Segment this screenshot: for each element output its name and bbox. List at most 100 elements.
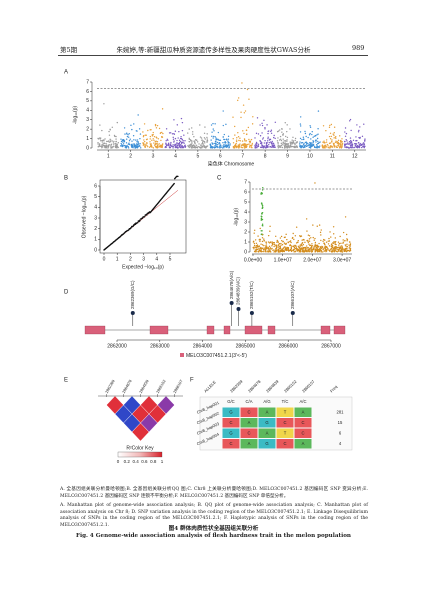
snp-dot [262, 248, 265, 251]
snp-dot [129, 138, 131, 140]
snp-dot [292, 141, 294, 143]
snp-dot [149, 143, 151, 145]
snp-dot [296, 146, 299, 148]
snp-dot [259, 240, 261, 243]
snp-dot [196, 141, 199, 143]
snp-dot [253, 232, 255, 234]
snp-dot [120, 142, 122, 145]
x-tick-label: 1.0e+07 [274, 257, 292, 263]
snp-dot [334, 249, 337, 251]
panel-label: C [217, 176, 222, 182]
snp-dot [267, 132, 269, 135]
color-key-tick: 0.4 [132, 459, 139, 464]
snp-dot [254, 144, 256, 146]
snp-dot [307, 144, 310, 146]
snp-dot [183, 134, 185, 136]
snp-dot [261, 218, 263, 221]
snp-dot [169, 144, 172, 147]
snp-dot [235, 139, 238, 141]
snp-dot [138, 143, 140, 145]
snp-dot [314, 139, 317, 142]
snp-dot [100, 145, 103, 148]
color-key [117, 451, 163, 458]
snp-dot [128, 143, 131, 146]
y-tick-label: 3 [244, 219, 247, 225]
snp-dot [254, 147, 256, 149]
exon [223, 325, 231, 335]
snp-dot [182, 146, 185, 148]
snp-dot [334, 242, 336, 244]
snp-dot [290, 241, 292, 244]
snp-dot [122, 139, 125, 141]
snp-dot [285, 233, 287, 236]
snp-dot [317, 128, 319, 130]
allele: T [284, 409, 287, 414]
snp-dot [314, 249, 317, 251]
snp-dot [274, 250, 276, 252]
snp-dot [120, 138, 122, 140]
snp-dot [259, 124, 261, 126]
snp-dot [345, 143, 347, 145]
snp-dot [215, 145, 217, 148]
snp-dot [258, 247, 260, 250]
snp-dot [223, 143, 225, 146]
snp-dot [316, 249, 318, 252]
column-header: 2865152 [283, 378, 298, 393]
x-tick-label: 1 [107, 153, 110, 159]
snp-dot [222, 136, 224, 138]
snp-dot [346, 143, 348, 145]
allele-cell [258, 428, 276, 438]
snp-dot [299, 131, 302, 133]
snp-dot [270, 142, 273, 145]
snp-dot [216, 144, 219, 146]
snp-dot [341, 245, 343, 247]
snp-dot [337, 139, 340, 142]
snp-dot [126, 135, 129, 138]
snp-dot [187, 132, 189, 134]
snp-dot [328, 126, 331, 129]
snp-dot [346, 246, 348, 248]
snp-dot [317, 245, 320, 248]
ld-cell [131, 422, 150, 442]
snp-dot [310, 145, 313, 148]
snp-dot [344, 131, 346, 133]
snp-dot [257, 235, 259, 237]
snp-dot [285, 135, 287, 138]
snp-dot [244, 146, 246, 149]
snp-dot [359, 136, 361, 139]
snp-dot [158, 146, 161, 148]
snp-dot [222, 145, 225, 148]
snp-dot [179, 140, 182, 143]
snp-dot [272, 249, 274, 251]
snp-dot [304, 130, 306, 133]
snp-dot [349, 243, 352, 245]
snp-dot [278, 243, 281, 245]
snp-dot [328, 240, 331, 242]
legend-swatch [180, 353, 184, 357]
snp-dot [124, 144, 126, 147]
snp-dot [293, 251, 295, 253]
snp-dot [279, 129, 281, 131]
snp-dot [216, 141, 219, 144]
snp-dot [324, 239, 326, 241]
x-tick-label: 5 [169, 256, 172, 262]
snp-dot [330, 245, 332, 247]
snp-dot [306, 230, 308, 232]
snp-dot [233, 145, 236, 147]
snp-dot [136, 141, 138, 143]
snp-dot [281, 131, 283, 133]
column-header: ALLELE [203, 379, 217, 393]
snp-dot [250, 145, 252, 147]
snp-dot [161, 136, 163, 139]
y-tick-label: 2 [94, 226, 97, 232]
snp-head [130, 311, 135, 315]
allele-cell [258, 407, 276, 417]
snp-dot [183, 142, 185, 144]
snp-dot [344, 135, 347, 137]
y-tick-label: 4 [86, 108, 89, 114]
snp-dot [292, 140, 295, 142]
snp-dot [339, 146, 341, 149]
snp-dot [262, 250, 264, 253]
snp-dot [339, 135, 341, 137]
snp-dot [259, 239, 261, 241]
